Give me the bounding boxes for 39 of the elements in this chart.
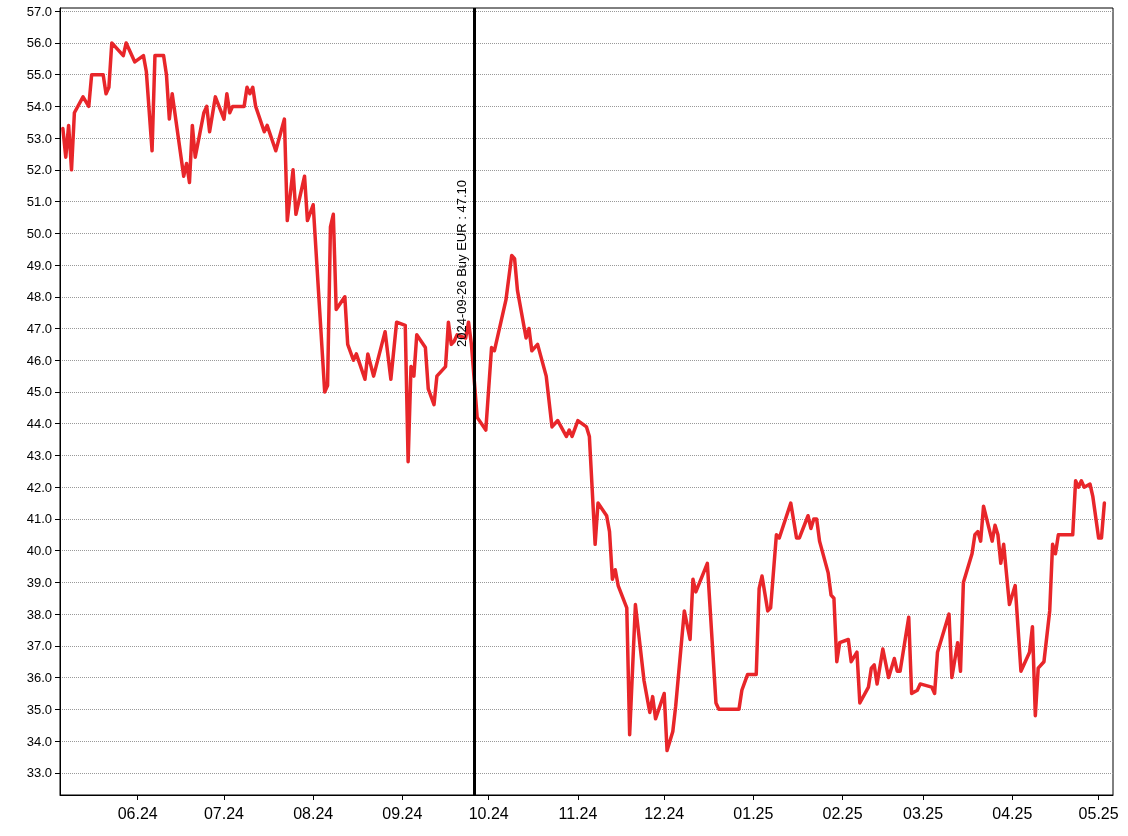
- y-tick-label: 38.0: [26, 606, 52, 622]
- y-tick-label: 45.0: [26, 384, 52, 400]
- x-tick-label: 11.24: [558, 804, 598, 822]
- y-tick-label: 42.0: [26, 479, 52, 495]
- ref-line-label: 2024-09-26 Buy EUR : 47.10: [454, 180, 470, 347]
- y-tick-label: 55.0: [26, 67, 52, 83]
- y-tick-label: 54.0: [26, 98, 52, 114]
- x-tick-label: 09.24: [382, 804, 423, 822]
- line-series: [61, 41, 1107, 753]
- y-tick-label: 48.0: [26, 289, 52, 305]
- y-tick-label: 39.0: [26, 574, 52, 590]
- y-tick-label: 44.0: [26, 416, 52, 432]
- x-tick-label: 12.24: [644, 804, 685, 822]
- y-tick-label: 36.0: [26, 670, 52, 686]
- x-tick-label: 05.25: [1078, 804, 1119, 822]
- y-tick-label: 35.0: [26, 701, 52, 717]
- y-tick-label: 37.0: [26, 638, 52, 654]
- y-tick-label: 47.0: [26, 321, 52, 337]
- y-tick-label: 34.0: [26, 733, 52, 749]
- y-tick-label: 41.0: [26, 511, 52, 527]
- y-tick-label: 33.0: [26, 765, 52, 781]
- y-tick-label: 56.0: [26, 35, 52, 51]
- x-tick-label: 04.25: [992, 804, 1033, 822]
- x-tick-label: 07.24: [203, 804, 245, 822]
- y-tick-label: 43.0: [26, 447, 52, 463]
- y-tick-label: 57.0: [26, 3, 52, 19]
- y-tick-label: 53.0: [26, 130, 52, 146]
- y-tick-label: 49.0: [26, 257, 52, 273]
- x-tick-label: 10.24: [468, 804, 509, 822]
- y-tick-label: 51.0: [26, 194, 52, 210]
- x-tick-label: 03.25: [903, 804, 944, 822]
- x-tick-label: 02.25: [822, 804, 863, 822]
- y-tick-label: 50.0: [26, 225, 52, 241]
- y-tick-label: 52.0: [26, 162, 52, 178]
- x-tick-label: 01.25: [733, 804, 774, 822]
- x-tick-label: 08.24: [293, 804, 334, 822]
- x-tick-label: 06.24: [117, 804, 158, 822]
- y-tick-label: 40.0: [26, 543, 52, 559]
- y-tick-label: 46.0: [26, 352, 52, 368]
